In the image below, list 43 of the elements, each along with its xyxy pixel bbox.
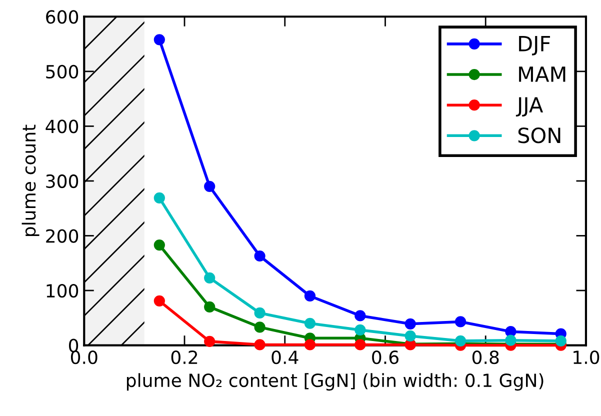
point (154, 34, 165, 46)
x-tick-label: 0.2 (171, 350, 198, 364)
y-tick-label: 300 (46, 174, 78, 188)
x-axis-title: plume NO₂ content [GgN] (bin width: 0.1 GgN) (126, 373, 544, 391)
point (304, 318, 316, 329)
point (304, 290, 316, 302)
point (354, 339, 366, 350)
y-tick-label: 400 (46, 120, 78, 134)
point (454, 316, 466, 328)
point (505, 334, 516, 346)
point (204, 336, 216, 347)
point (154, 192, 165, 204)
y-tick-label: 500 (46, 64, 78, 79)
point (354, 324, 366, 336)
point (254, 307, 266, 319)
point (254, 322, 266, 333)
x-tick-label: 0.8 (472, 350, 499, 364)
point (154, 239, 165, 251)
point (204, 301, 216, 312)
y-tick-label: 100 (46, 284, 78, 298)
point (404, 318, 416, 330)
legend-label: SON (518, 127, 560, 144)
point (254, 250, 266, 262)
x-tick-label: 0.4 (272, 350, 298, 364)
point (354, 310, 366, 322)
point (454, 335, 466, 346)
y-tick-label: 600 (46, 10, 78, 24)
legend-label: JJA (516, 97, 544, 117)
point (505, 326, 516, 338)
y-axis-title: plume count (22, 124, 40, 236)
legend-label: MAM (519, 66, 566, 82)
legend-label: DJF (519, 36, 550, 56)
y-tick-label: 200 (46, 229, 78, 243)
point (204, 272, 216, 284)
point (154, 295, 165, 306)
point (555, 335, 566, 346)
x-tick-label: 0.6 (372, 350, 398, 364)
x-tick-label: 0.0 (70, 350, 98, 364)
point (254, 339, 266, 350)
point (404, 330, 416, 342)
x-tick-label: 1.0 (574, 350, 600, 364)
point (304, 339, 316, 350)
point (204, 180, 216, 192)
